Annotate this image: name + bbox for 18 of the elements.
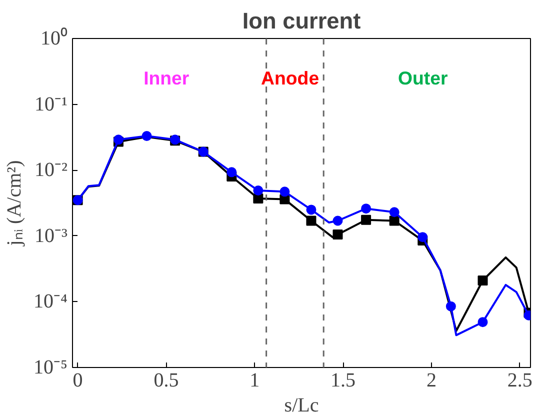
x-tick-label: 1.5	[330, 370, 356, 392]
x-tick-label: 0.5	[154, 370, 179, 392]
x-tick-label: 0	[72, 370, 83, 392]
annotation: Anode	[261, 67, 320, 88]
y-tick-label: 10⁻³	[34, 224, 68, 247]
y-tick-label: 10⁻²	[34, 159, 68, 182]
x-tick-label: 2.5	[507, 370, 532, 392]
y-tick-label: 10⁻⁵	[34, 356, 68, 378]
y-axis-title: jₙᵢ (A/cm²)	[4, 160, 26, 247]
chart-title: Ion current	[242, 8, 362, 34]
annotation: Outer	[398, 67, 448, 88]
x-axis-title: s/Lc	[284, 394, 319, 416]
y-tick-label: 10⁻⁴	[34, 290, 68, 313]
annotation: Inner	[144, 67, 190, 88]
x-tick-label: 2	[426, 370, 436, 392]
y-tick-label: 10⁰	[40, 26, 68, 50]
y-tick-label: 10⁻¹	[34, 93, 68, 116]
x-tick-label: 1	[250, 370, 260, 392]
